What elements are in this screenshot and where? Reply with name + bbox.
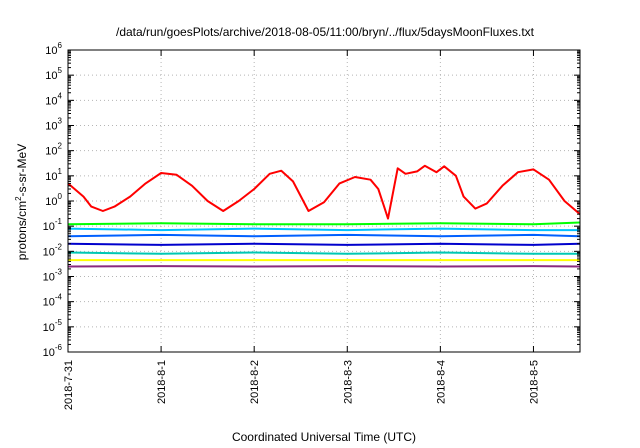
y-tick-label: 101	[45, 167, 62, 183]
y-axis-label-exponent: 2	[14, 196, 23, 201]
x-tick-label: 2018-7-31	[63, 360, 75, 410]
y-tick-label: 104	[45, 91, 62, 107]
x-tick-label: 2018-8-2	[249, 360, 261, 404]
y-tick-label: 10-3	[43, 268, 63, 284]
x-tick-label: 2018-8-4	[435, 360, 447, 404]
x-tick-label: 2018-8-3	[342, 360, 354, 404]
y-tick-label: 10-2	[43, 242, 63, 258]
series-line-3	[67, 233, 581, 238]
y-axis-label-rest: -s-sr-MeV	[15, 144, 29, 197]
y-axis-ticks: 10-6 10-5 10-4 10-3 10-2 10-1 100 101 102 103 104 1…	[43, 41, 580, 359]
series-line-1	[67, 221, 581, 226]
series-line-4	[67, 242, 581, 246]
y-tick-label: 10-1	[43, 217, 63, 233]
x-tick-label: 2018-8-1	[156, 360, 168, 404]
x-axis-ticks: 2018-7-31 2018-8-1 2018-8-2 2018-8-3 2018-8-…	[63, 50, 540, 410]
x-tick-label: 2018-8-5	[528, 360, 540, 404]
y-axis-label: protons/cm2-s-sr-MeV	[14, 144, 29, 260]
chart-title: /data/run/goesPlots/archive/2018-08-05/1…	[116, 25, 535, 39]
series-line-0	[67, 164, 581, 220]
y-tick-label: 100	[45, 192, 62, 208]
y-tick-label: 10-5	[43, 318, 63, 334]
x-axis-label: Coordinated Universal Time (UTC)	[232, 430, 416, 444]
y-tick-label: 102	[45, 142, 62, 158]
series-line-2	[67, 227, 580, 232]
y-tick-label: 106	[45, 41, 62, 57]
series-group	[67, 164, 581, 268]
y-tick-label: 10-4	[43, 293, 63, 309]
series-line-5	[67, 251, 580, 255]
y-tick-label: 103	[45, 117, 62, 133]
y-tick-label: 105	[45, 66, 62, 82]
y-tick-label: 10-6	[43, 343, 63, 359]
y-axis-label-main: protons/cm	[15, 201, 29, 260]
